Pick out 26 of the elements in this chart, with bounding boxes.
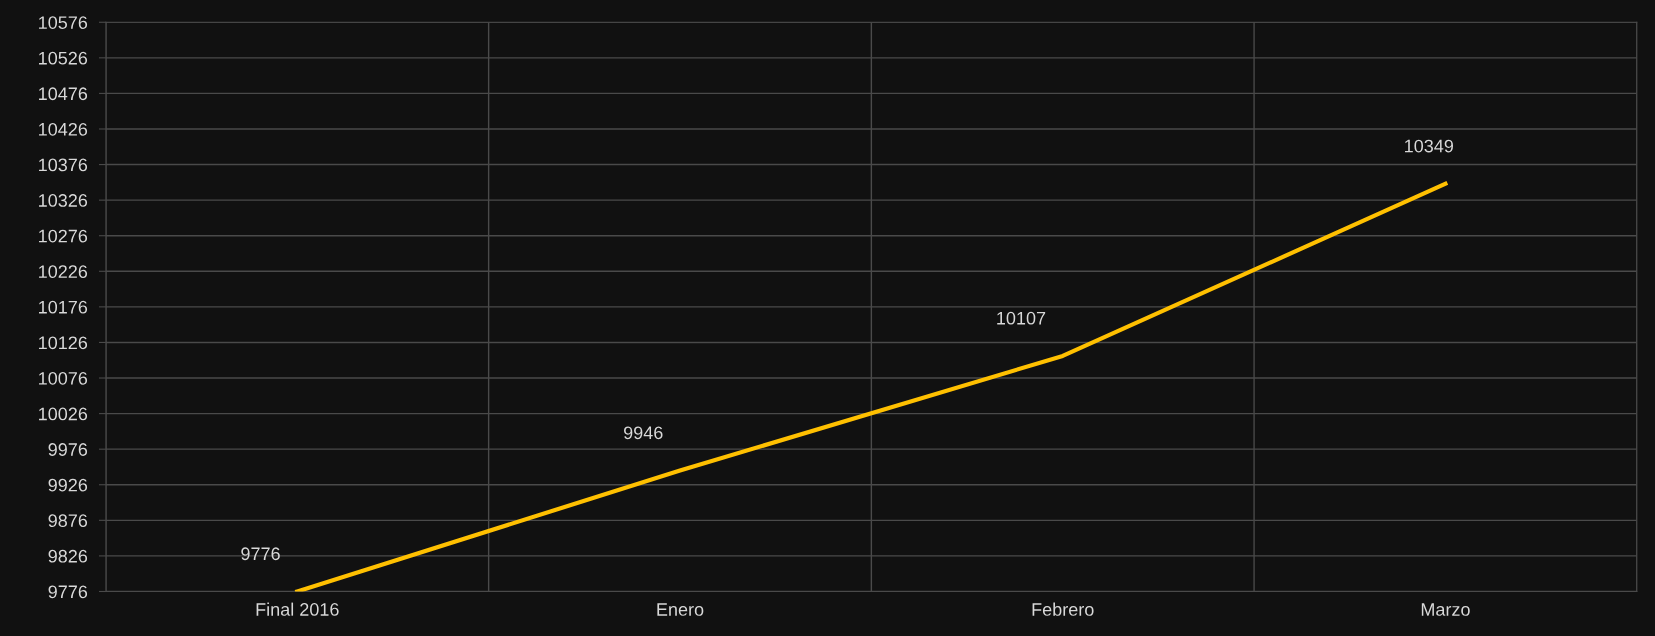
- x-tick-label: Marzo: [1421, 603, 1470, 616]
- y-tick-label: 9926: [48, 478, 88, 492]
- y-tick-label: 10576: [39, 16, 88, 29]
- y-tick-label: 10026: [39, 407, 88, 421]
- y-tick-label: 9876: [48, 514, 88, 528]
- y-tick-label: 10276: [39, 229, 88, 243]
- y-tick-label: 10376: [39, 158, 88, 172]
- y-tick-label: 10126: [39, 336, 88, 350]
- y-tick-label: 10526: [39, 51, 88, 65]
- data-label: 10349: [1405, 139, 1454, 153]
- y-tick-label: 9826: [48, 549, 88, 563]
- x-tick-label: Febrero: [1032, 602, 1094, 616]
- y-tick-label: 10226: [39, 265, 88, 279]
- line-series: [295, 181, 1448, 592]
- x-tick-label: Final 2016: [256, 602, 339, 616]
- data-label: 10107: [997, 311, 1046, 325]
- data-label: 9946: [624, 426, 663, 440]
- x-tick-label: Enero: [657, 603, 704, 616]
- y-tick-label: 10076: [39, 371, 88, 385]
- y-tick-label: 10176: [39, 300, 88, 314]
- y-tick-label: 10476: [39, 87, 88, 101]
- y-tick-label: 9976: [48, 443, 88, 456]
- y-tick-label: 10326: [39, 194, 88, 207]
- y-tick-label: 9776: [48, 585, 88, 599]
- y-tick-label: 10426: [39, 122, 88, 136]
- data-label: 9776: [241, 547, 280, 561]
